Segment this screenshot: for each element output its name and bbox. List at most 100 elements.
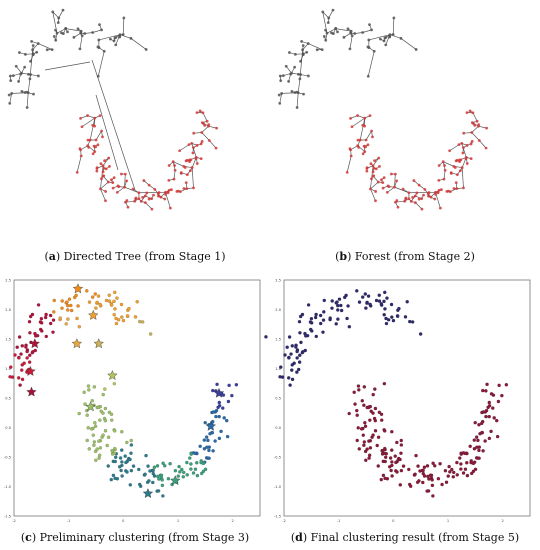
data-point xyxy=(379,477,383,482)
tree-edge xyxy=(370,188,376,201)
tree-node xyxy=(171,160,175,164)
tree-edge xyxy=(76,155,82,173)
data-point xyxy=(83,402,87,406)
data-point xyxy=(203,420,207,425)
tree-node xyxy=(143,194,147,198)
tree-node xyxy=(422,193,425,197)
data-point xyxy=(366,405,371,410)
y-tick-label: -1.0 xyxy=(274,485,282,489)
tree-edge xyxy=(326,28,336,34)
data-point xyxy=(374,298,379,303)
data-point xyxy=(138,319,142,324)
tree-edge xyxy=(322,11,329,19)
data-point xyxy=(214,414,218,419)
data-point xyxy=(103,406,108,411)
data-point xyxy=(146,464,150,468)
tree-node xyxy=(278,74,282,78)
data-point xyxy=(189,462,193,466)
tree-node xyxy=(464,157,468,161)
data-point xyxy=(407,467,411,472)
tree-node xyxy=(118,35,122,38)
tree-node xyxy=(393,172,397,176)
data-point xyxy=(119,302,124,307)
data-point xyxy=(377,293,381,297)
data-point xyxy=(118,456,123,460)
tree-edge xyxy=(392,17,395,35)
y-tick-label: 2.5 xyxy=(5,279,11,283)
panel-c: 2.5 2.0 1.5 1.0 0.5 0.0 -0.5 -1.0 -1.5 -2 -1 0 1 2 (c… xyxy=(0,274,270,550)
tree-node xyxy=(299,59,302,63)
tree-edge xyxy=(95,130,102,141)
data-point xyxy=(366,294,371,298)
data-point xyxy=(422,465,427,469)
tree-node xyxy=(288,51,291,54)
tree-node xyxy=(280,91,284,95)
data-point xyxy=(92,385,97,389)
tree-node xyxy=(134,196,138,200)
tree-node xyxy=(372,166,376,170)
tree-node xyxy=(104,190,108,193)
data-point xyxy=(382,451,387,455)
tree-node xyxy=(401,187,405,191)
data-point xyxy=(90,399,94,403)
tree-node xyxy=(153,188,157,191)
tree-node xyxy=(157,191,161,194)
data-point xyxy=(363,424,368,428)
data-point xyxy=(290,377,295,382)
tree-edge xyxy=(26,92,29,108)
tree-node xyxy=(194,157,198,161)
data-point xyxy=(112,313,116,317)
data-point xyxy=(230,393,234,398)
tree-node xyxy=(369,187,372,191)
data-point xyxy=(425,464,430,468)
tree-node xyxy=(434,192,437,196)
tree-node xyxy=(455,173,459,177)
data-point xyxy=(367,456,371,460)
tree-node xyxy=(391,33,395,36)
tree-node xyxy=(79,116,82,120)
tree-node xyxy=(29,73,32,76)
data-point xyxy=(361,433,365,437)
tree-node xyxy=(442,177,446,181)
data-point xyxy=(18,383,22,387)
data-point xyxy=(355,289,359,293)
tree-nodes xyxy=(277,8,489,211)
data-point xyxy=(104,298,109,303)
tree-node xyxy=(465,162,469,165)
tree-node xyxy=(79,154,83,158)
data-point xyxy=(234,383,239,387)
tree-node xyxy=(55,31,59,35)
tree-edge xyxy=(100,165,104,189)
tree-node xyxy=(101,135,104,139)
data-point xyxy=(399,451,403,455)
tree-edge xyxy=(368,34,391,41)
data-point xyxy=(20,377,25,382)
data-point xyxy=(300,312,305,317)
data-point xyxy=(491,393,496,397)
data-point xyxy=(139,484,143,488)
tree-node xyxy=(72,35,76,39)
data-point xyxy=(495,418,499,423)
data-point xyxy=(485,382,489,387)
data-point xyxy=(336,303,340,308)
tree-node xyxy=(392,16,396,20)
data-point xyxy=(178,470,182,474)
data-point xyxy=(398,483,402,487)
data-point xyxy=(451,475,455,479)
data-point xyxy=(118,465,122,469)
data-point xyxy=(97,439,101,443)
data-point xyxy=(321,318,326,322)
y-tick-label: 0.0 xyxy=(5,426,11,430)
data-point xyxy=(394,460,398,465)
data-point xyxy=(94,306,98,310)
tree-node xyxy=(144,48,148,51)
panel-b: (b) Forest (from Stage 2) xyxy=(270,0,540,272)
data-point xyxy=(129,443,134,447)
tree-node xyxy=(108,164,111,168)
data-point xyxy=(496,399,501,404)
data-point xyxy=(207,448,211,453)
tree-node xyxy=(353,32,357,35)
data-point xyxy=(322,310,326,314)
data-point xyxy=(450,467,454,472)
data-point xyxy=(85,289,89,293)
